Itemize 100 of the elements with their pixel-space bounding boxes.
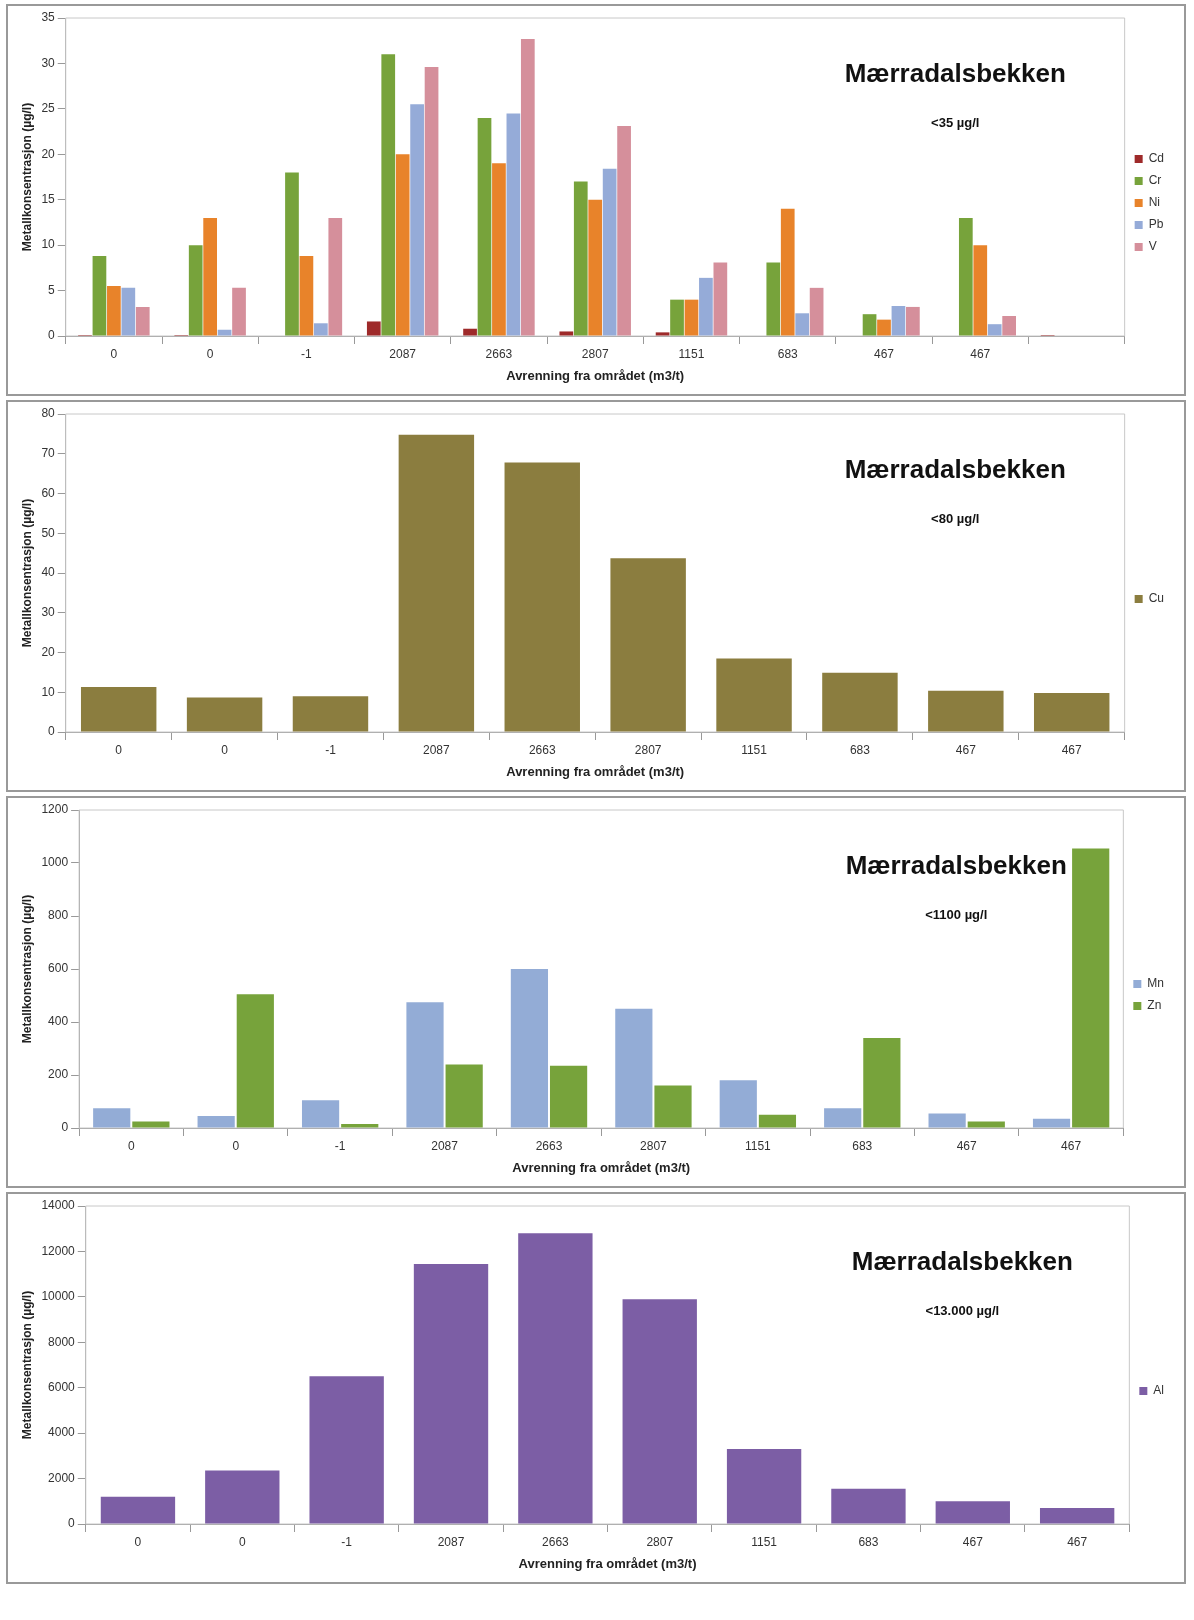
x-tick-label: 467 [962, 1534, 984, 1549]
bar [188, 245, 203, 336]
bar [424, 67, 439, 336]
bar [186, 697, 263, 732]
bar [615, 1008, 653, 1128]
bar [492, 163, 506, 336]
x-tick-label: 0 [206, 346, 214, 361]
bar [406, 1002, 444, 1128]
x-tick-label: -1 [325, 742, 337, 757]
bar [1072, 848, 1110, 1128]
x-tick-label: 467 [873, 346, 895, 361]
y-tick-label: 80 [41, 406, 56, 421]
bar [1032, 1118, 1071, 1128]
bar [107, 286, 121, 336]
y-tick-label: 2000 [48, 1470, 76, 1485]
x-tick-label: 0 [134, 1534, 142, 1549]
bar [670, 299, 684, 336]
x-tick-label: 2807 [640, 1138, 668, 1153]
x-axis-title: Avrenning fra området (m3/t) [518, 1555, 697, 1571]
x-tick-label: 2807 [646, 1534, 674, 1549]
bar [928, 690, 1004, 732]
x-tick-label: 0 [115, 742, 123, 757]
y-axis-title: Metallkonsentrasjon (µg/l) [19, 1290, 34, 1440]
y-tick-label: 15 [41, 192, 56, 207]
x-tick-label: 1151 [678, 346, 705, 361]
bar [121, 287, 136, 336]
bar [341, 1124, 379, 1128]
bar [1002, 316, 1016, 336]
x-tick-label: 683 [858, 1534, 879, 1549]
bar [366, 321, 381, 336]
bar [100, 1496, 176, 1524]
y-tick-label: 0 [48, 724, 56, 739]
x-tick-label: 683 [849, 742, 871, 757]
y-tick-label: 4000 [48, 1425, 76, 1440]
x-tick-label: 2663 [535, 1138, 563, 1153]
bar [766, 262, 781, 336]
bar [135, 306, 150, 336]
x-tick-label: 2087 [423, 742, 451, 757]
bar [958, 217, 973, 336]
bar [132, 1121, 170, 1128]
x-tick-label: 0 [127, 1138, 135, 1153]
bar [203, 217, 217, 336]
bar [967, 1121, 1005, 1128]
y-tick-label: 800 [48, 908, 69, 923]
bar [780, 208, 795, 336]
x-tick-label: 467 [1061, 1138, 1082, 1153]
x-axis-title: Avrenning fra området (m3/t) [506, 763, 685, 779]
x-tick-label: 467 [1067, 1534, 1088, 1549]
bar [824, 1108, 862, 1128]
y-tick-label: 60 [41, 485, 56, 500]
bar [719, 1080, 757, 1128]
bar [863, 1037, 901, 1128]
bar [573, 181, 588, 336]
bar [1039, 1508, 1115, 1524]
legend-label: Cu [1148, 591, 1164, 606]
x-tick-label: 2663 [528, 742, 556, 757]
legend-label: Zn [1147, 998, 1162, 1013]
bar [822, 672, 898, 732]
bar [413, 1263, 489, 1524]
bar [504, 462, 580, 732]
bar [395, 154, 410, 336]
x-tick-label: -1 [341, 1534, 353, 1549]
x-axis-title: Avrenning fra området (m3/t) [512, 1159, 691, 1175]
bar [622, 1299, 697, 1524]
bar [313, 323, 328, 336]
bar [726, 1449, 802, 1524]
text: Mærradalsbekken [844, 454, 1066, 485]
legend-label: V [1148, 239, 1157, 254]
bar [232, 287, 246, 336]
bar [654, 1085, 692, 1128]
bar [973, 245, 988, 336]
bar [197, 1116, 235, 1128]
bar [684, 299, 699, 336]
legend-label: Cr [1148, 173, 1162, 188]
x-tick-label: 1151 [741, 742, 768, 757]
text: <1100 µg/l [925, 906, 988, 922]
text: Mærradalsbekken [851, 1246, 1073, 1277]
bar [602, 168, 617, 336]
y-tick-label: 1000 [41, 855, 69, 870]
x-tick-label: 1151 [744, 1138, 772, 1153]
y-tick-label: 30 [41, 605, 56, 620]
legend-label: Mn [1147, 976, 1164, 991]
y-tick-label: 0 [68, 1516, 76, 1531]
bar [80, 687, 157, 732]
bar [716, 658, 792, 732]
y-tick-label: 400 [48, 1014, 69, 1029]
bar [506, 113, 521, 336]
bar [831, 1488, 906, 1524]
bar [862, 314, 877, 336]
bar [518, 1233, 593, 1524]
bar [588, 199, 603, 336]
y-axis-title: Metallkonsentrasjon (µg/l) [19, 102, 34, 252]
bar [655, 332, 670, 336]
bar [309, 1376, 384, 1524]
y-tick-label: 10 [41, 237, 56, 252]
bar [987, 324, 1002, 336]
x-tick-label: 0 [238, 1534, 246, 1549]
x-tick-label: 467 [956, 1138, 978, 1153]
y-tick-label: 8000 [48, 1334, 76, 1349]
bar [205, 1470, 280, 1524]
